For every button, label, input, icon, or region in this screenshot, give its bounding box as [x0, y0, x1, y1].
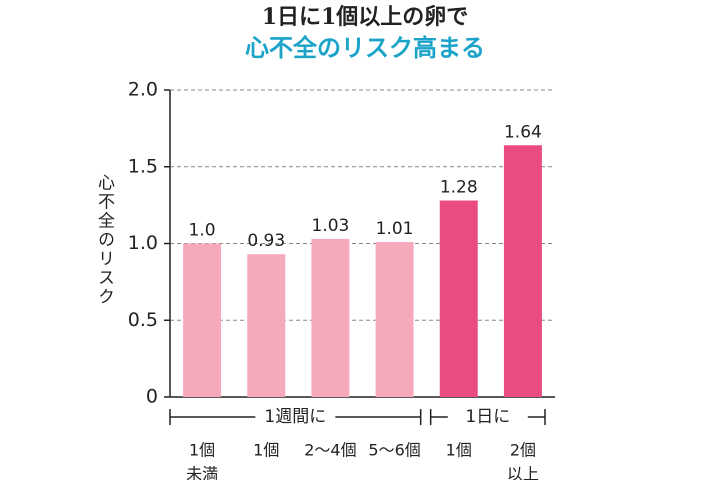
- bar: [183, 243, 222, 397]
- y-tick-label: 0.5: [128, 309, 158, 331]
- chart-title: 1日に1個以上の卵で: [262, 4, 469, 30]
- x-tick-label: 5～6個: [368, 441, 420, 460]
- bar: [311, 238, 350, 397]
- x-tick-label: 2～4個: [304, 441, 356, 460]
- value-label: 1.03: [311, 216, 349, 236]
- group-label-bg: [255, 406, 336, 428]
- x-tick-label: 2個: [510, 441, 536, 460]
- value-label: 0.93: [247, 231, 285, 251]
- bar: [375, 241, 414, 397]
- y-tick-label: 1.0: [128, 232, 158, 254]
- bar: [439, 200, 478, 397]
- group-label: 1週間に: [264, 407, 326, 427]
- y-axis-label: 心不全のリスク: [94, 173, 115, 306]
- y-tick-label: 1.5: [128, 155, 158, 177]
- x-tick-label: 1個: [446, 441, 472, 460]
- group-label-bg: [447, 406, 528, 428]
- x-tick-label: 以上: [507, 465, 539, 480]
- chart-subtitle: 心不全のリスク高まる: [245, 34, 485, 62]
- value-label: 1.01: [376, 219, 414, 239]
- y-tick-label: 2.0: [128, 79, 158, 101]
- x-tick-label: 未満: [186, 465, 218, 480]
- y-tick-label: 0: [146, 386, 158, 408]
- x-tick-label: 1個: [253, 441, 279, 460]
- x-tick-label: 1個: [189, 441, 215, 460]
- value-label: 1.28: [440, 178, 478, 198]
- bar: [503, 145, 542, 397]
- bar: [247, 254, 286, 397]
- value-label: 1.64: [504, 122, 542, 142]
- group-label: 1日に: [465, 407, 510, 427]
- value-label: 1.0: [189, 221, 216, 241]
